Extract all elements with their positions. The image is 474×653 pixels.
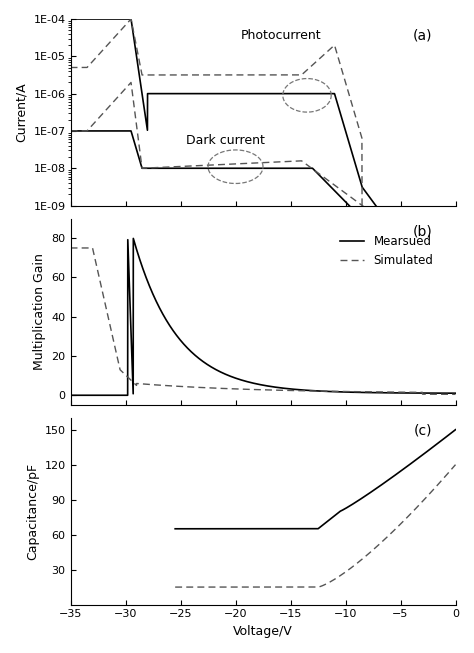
Text: (a): (a)	[413, 28, 432, 42]
Text: Dark current: Dark current	[186, 134, 265, 147]
Y-axis label: Multiplication Gain: Multiplication Gain	[33, 253, 46, 370]
Text: (b): (b)	[413, 224, 432, 238]
Legend: Mearsued, Simulated: Mearsued, Simulated	[336, 230, 438, 272]
Text: Photocurrent: Photocurrent	[241, 29, 322, 42]
Text: (c): (c)	[414, 424, 432, 438]
Y-axis label: Capacitance/pF: Capacitance/pF	[26, 463, 39, 560]
X-axis label: Voltage/V: Voltage/V	[233, 625, 293, 638]
Y-axis label: Current/A: Current/A	[15, 82, 28, 142]
